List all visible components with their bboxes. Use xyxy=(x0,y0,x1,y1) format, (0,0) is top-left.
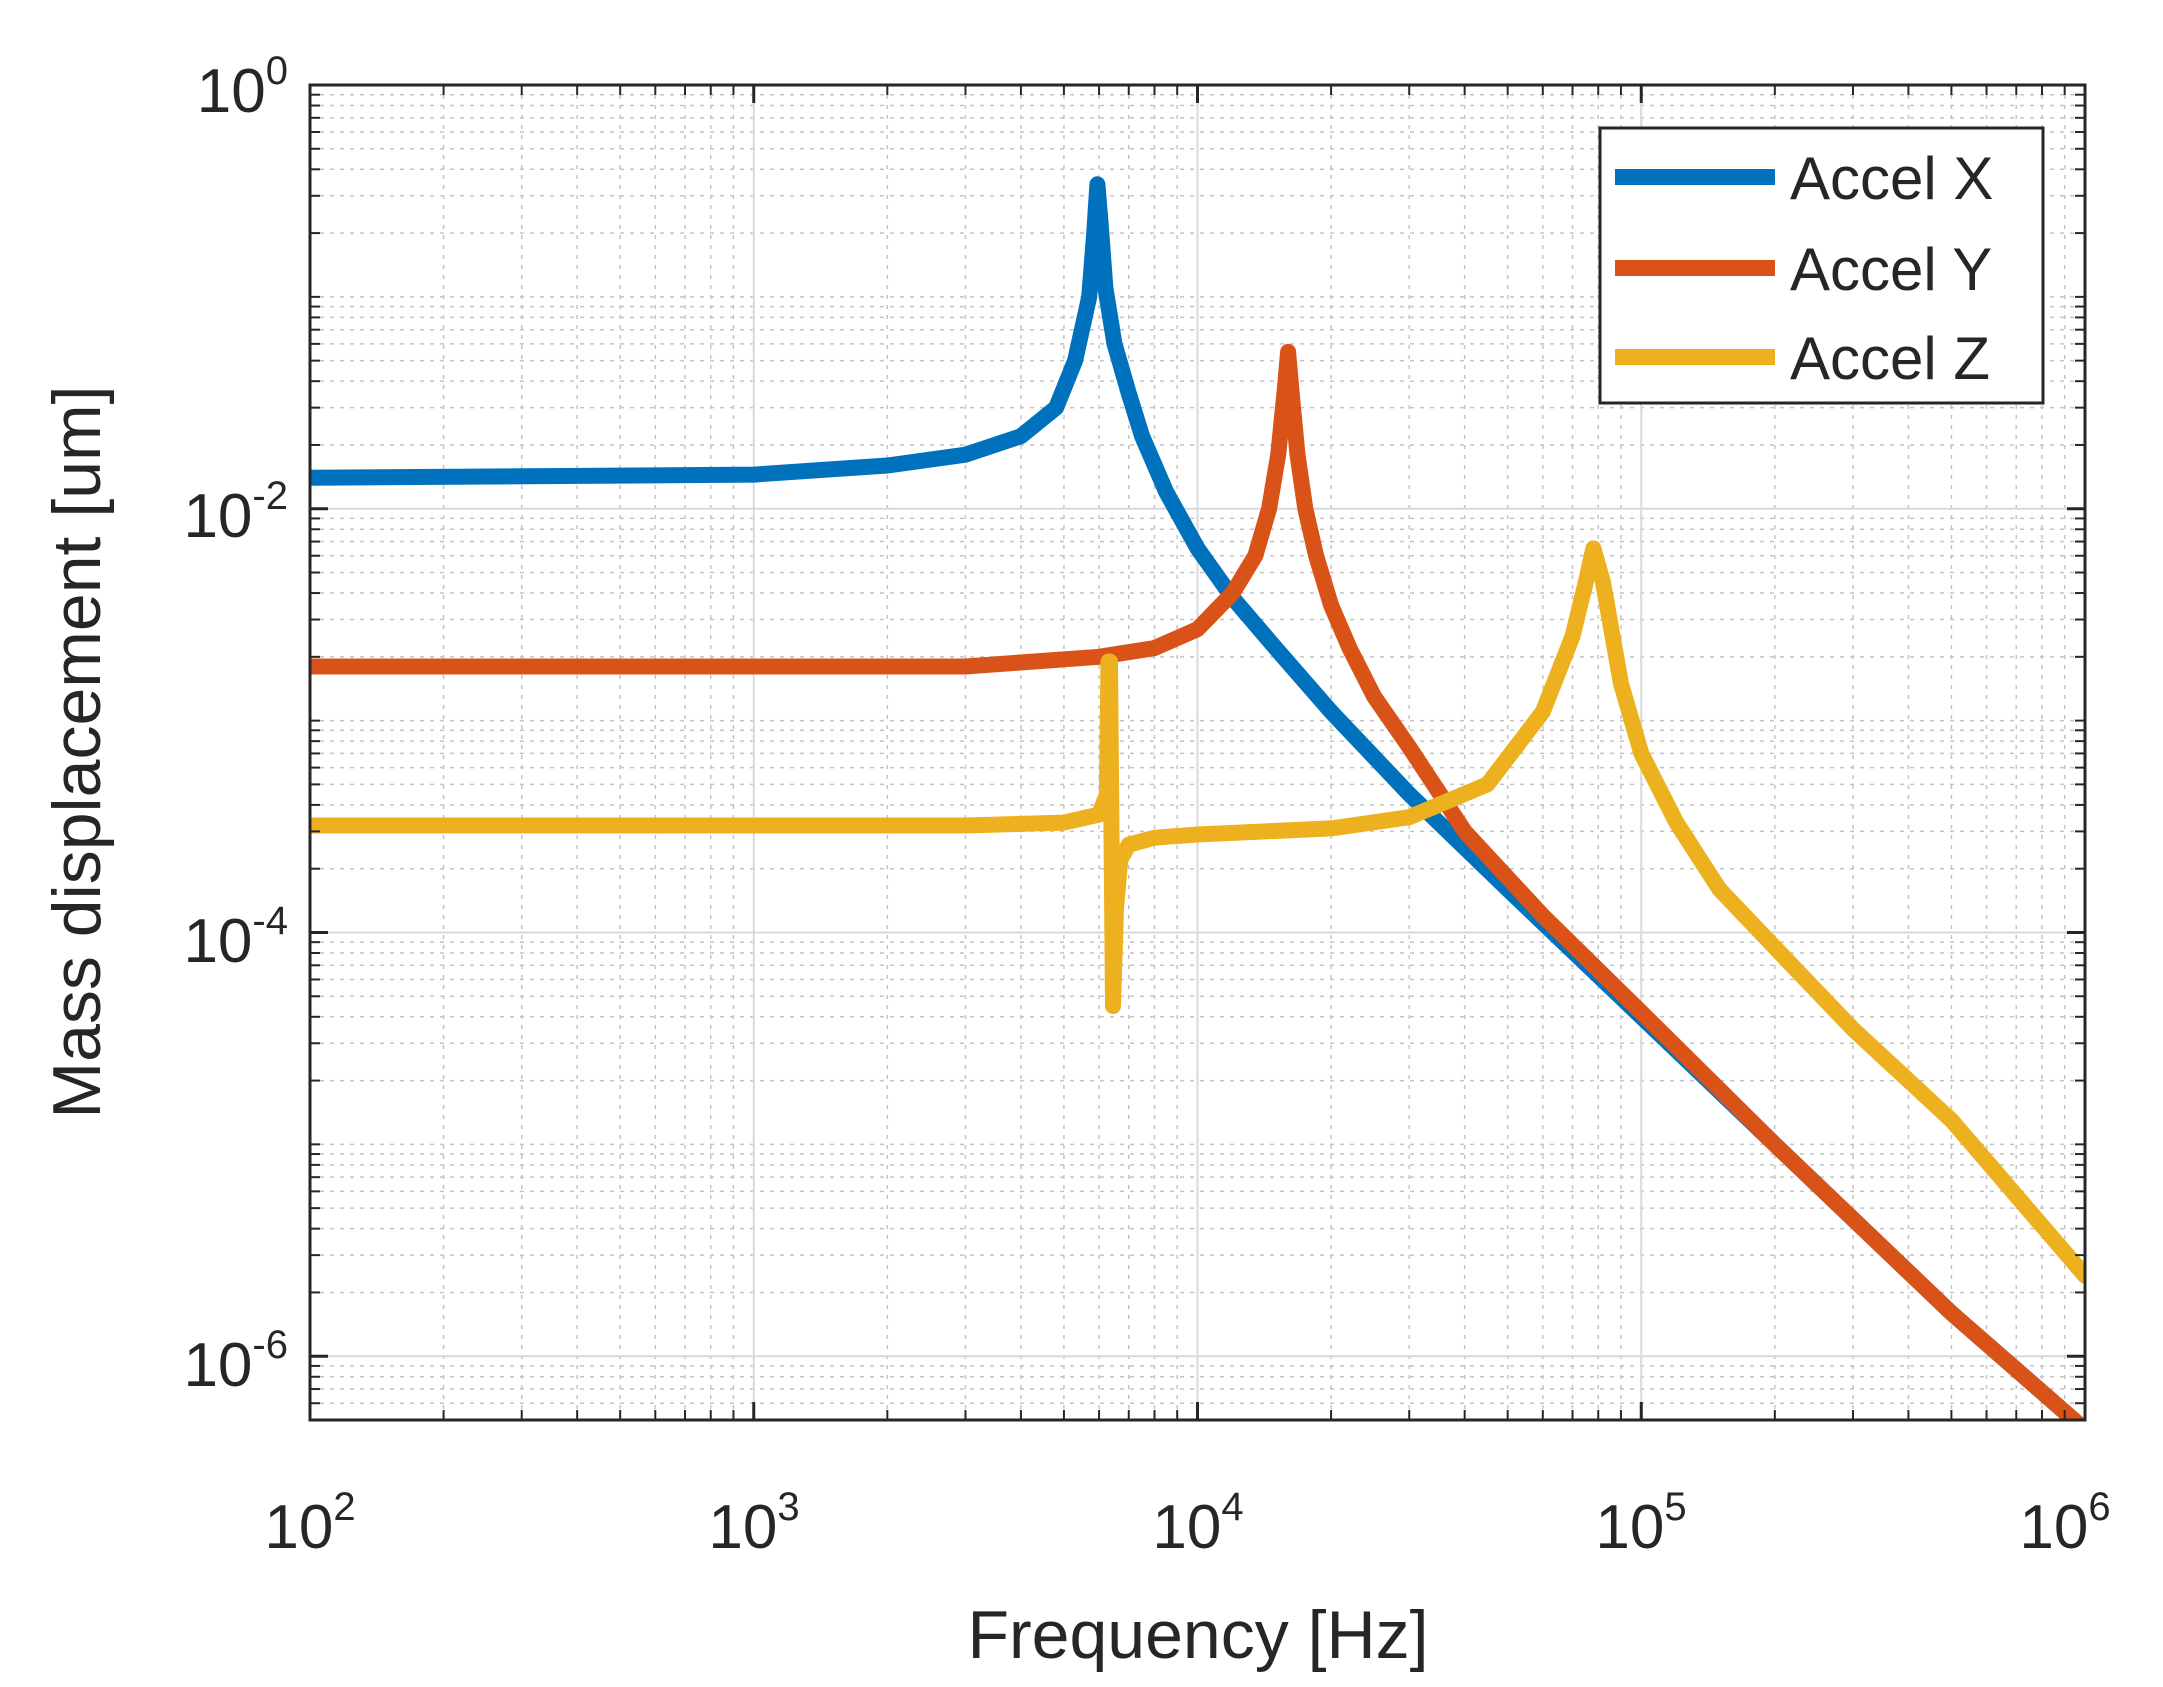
x-axis-title: Frequency [Hz] xyxy=(967,1597,1428,1673)
x-tick-labels: 102 103 104 105 106 xyxy=(264,1485,2110,1562)
y-axis-title: Mass displacement [um] xyxy=(39,385,115,1118)
y-tick-label: 10-4 xyxy=(183,899,288,976)
series-line-accel-y xyxy=(310,343,2085,1420)
x-tick-label: 105 xyxy=(1595,1485,1686,1562)
y-tick-labels: 100 10-2 10-4 10-6 xyxy=(183,49,288,1400)
x-tick-label: 102 xyxy=(264,1485,355,1562)
legend-label-accel-z: Accel Z xyxy=(1790,325,1990,392)
y-tick-label: 10-2 xyxy=(183,474,288,551)
y-tick-label: 100 xyxy=(197,49,288,126)
legend-label-accel-y: Accel Y xyxy=(1790,236,1992,303)
series-line-accel-x xyxy=(310,176,2085,1420)
series-layer xyxy=(310,176,2085,1420)
x-tick-label: 104 xyxy=(1152,1485,1243,1562)
x-tick-label: 103 xyxy=(708,1485,799,1562)
tick-marks xyxy=(308,85,2085,1421)
series-line-accel-z xyxy=(310,540,2085,1284)
legend-label-accel-x: Accel X xyxy=(1790,145,1993,212)
y-tick-label: 10-6 xyxy=(183,1323,288,1400)
x-tick-label: 106 xyxy=(2019,1485,2110,1562)
legend: Accel X Accel Y Accel Z xyxy=(1598,126,2045,405)
